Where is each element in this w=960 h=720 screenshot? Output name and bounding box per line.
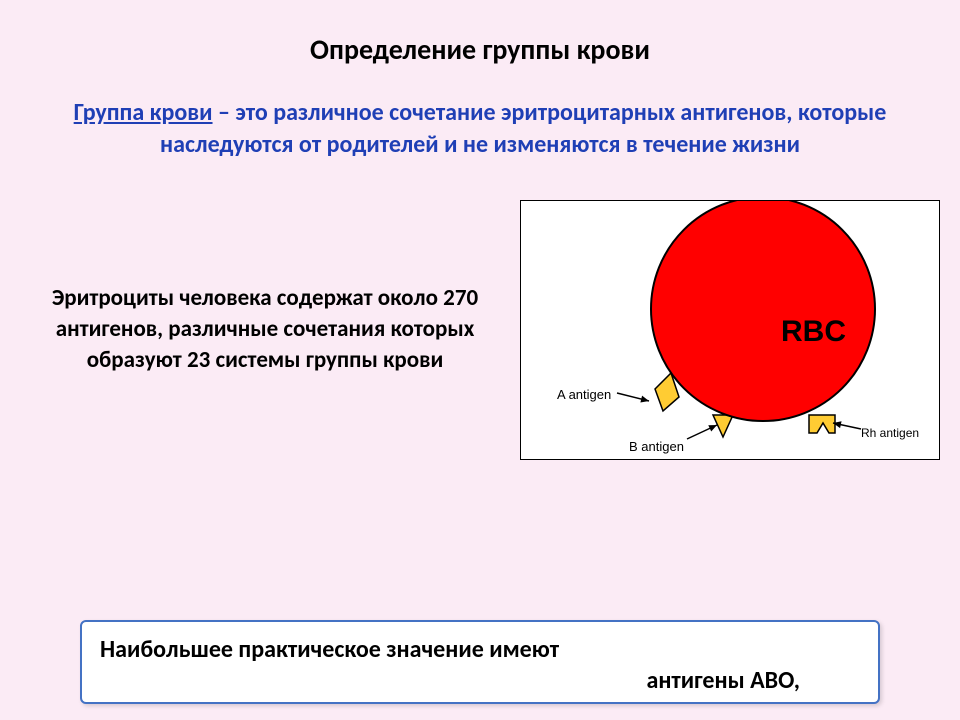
bottom-line2: антигены АВО, <box>100 665 860 696</box>
arrow-a <box>617 393 649 402</box>
a-antigen-label: A antigen <box>557 387 611 402</box>
rh-antigen-label: Rh antigen <box>861 426 919 440</box>
rbc-svg <box>521 201 941 461</box>
rbc-label: RBC <box>781 315 846 349</box>
middle-row: Эритроциты человека содержат около 270 а… <box>0 200 960 460</box>
rbc-diagram: RBC A antigen B antigen Rh antigen <box>520 200 940 460</box>
slide-title: Определение группы крови <box>0 0 960 67</box>
fact-text: Эритроциты человека содержат около 270 а… <box>30 283 500 376</box>
definition-term: Группа крови <box>74 98 213 127</box>
rbc-circle <box>651 201 875 421</box>
definition-paragraph: Группа крови – это различное сочетание э… <box>40 97 920 162</box>
bottom-callout: Наибольшее практическое значение имеют а… <box>80 620 880 704</box>
b-antigen-label: B antigen <box>629 439 684 454</box>
arrow-b <box>687 425 717 439</box>
bottom-line1: Наибольшее практическое значение имеют <box>100 634 860 665</box>
arrow-rh <box>833 421 861 429</box>
slide: Определение группы крови Группа крови – … <box>0 0 960 720</box>
definition-rest: – это различное сочетание эритроцитарных… <box>160 98 886 159</box>
